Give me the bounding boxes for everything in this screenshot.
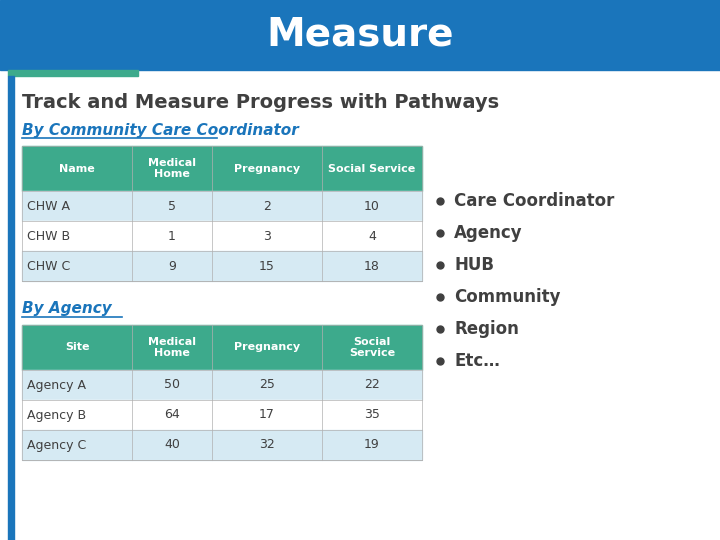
Bar — [132, 370, 212, 400]
Bar — [0, 0, 720, 70]
Text: Region: Region — [454, 320, 519, 338]
Text: HUB: HUB — [454, 256, 494, 274]
Bar — [22, 370, 132, 400]
Text: By Agency: By Agency — [22, 301, 112, 316]
Bar — [132, 430, 212, 460]
Bar — [212, 251, 322, 281]
Text: 25: 25 — [259, 379, 275, 392]
Text: Care Coordinator: Care Coordinator — [454, 192, 614, 210]
Text: 32: 32 — [259, 438, 275, 451]
Bar — [212, 370, 322, 400]
Text: Agency B: Agency B — [27, 408, 86, 422]
Text: Community: Community — [454, 288, 560, 306]
Text: CHW B: CHW B — [27, 230, 70, 242]
Text: 4: 4 — [368, 230, 376, 242]
Bar — [322, 400, 422, 430]
Text: Agency A: Agency A — [27, 379, 86, 392]
Text: Agency: Agency — [454, 224, 523, 242]
Text: Pregnancy: Pregnancy — [234, 342, 300, 353]
Bar — [132, 325, 212, 370]
Bar — [132, 251, 212, 281]
Text: 19: 19 — [364, 438, 380, 451]
Text: Track and Measure Progress with Pathways: Track and Measure Progress with Pathways — [22, 92, 499, 111]
Text: Pregnancy: Pregnancy — [234, 164, 300, 173]
Bar — [212, 400, 322, 430]
Text: 17: 17 — [259, 408, 275, 422]
Text: Agency C: Agency C — [27, 438, 86, 451]
Text: Site: Site — [65, 342, 89, 353]
Text: Social
Service: Social Service — [349, 337, 395, 359]
Bar — [22, 221, 132, 251]
Text: 3: 3 — [263, 230, 271, 242]
Bar — [8, 70, 138, 76]
Text: 1: 1 — [168, 230, 176, 242]
Text: Social Service: Social Service — [328, 164, 415, 173]
Bar — [212, 325, 322, 370]
Text: Medical
Home: Medical Home — [148, 158, 196, 179]
Text: 18: 18 — [364, 260, 380, 273]
Text: Etc…: Etc… — [454, 352, 500, 370]
Bar — [322, 325, 422, 370]
Text: Medical
Home: Medical Home — [148, 337, 196, 359]
Bar — [322, 251, 422, 281]
Text: 15: 15 — [259, 260, 275, 273]
Bar — [322, 430, 422, 460]
Bar — [22, 400, 132, 430]
Text: 64: 64 — [164, 408, 180, 422]
Bar — [22, 430, 132, 460]
Bar — [322, 146, 422, 191]
Bar — [322, 191, 422, 221]
Bar — [22, 251, 132, 281]
Bar — [212, 221, 322, 251]
Text: 35: 35 — [364, 408, 380, 422]
Bar — [322, 221, 422, 251]
Text: 9: 9 — [168, 260, 176, 273]
Bar — [212, 430, 322, 460]
Bar — [322, 370, 422, 400]
Text: By Community Care Coordinator: By Community Care Coordinator — [22, 123, 299, 138]
Text: CHW C: CHW C — [27, 260, 71, 273]
Text: CHW A: CHW A — [27, 199, 70, 213]
Text: 22: 22 — [364, 379, 380, 392]
Bar — [212, 146, 322, 191]
Bar — [22, 146, 132, 191]
Text: 10: 10 — [364, 199, 380, 213]
Bar — [22, 191, 132, 221]
Bar — [132, 191, 212, 221]
Bar — [8, 76, 14, 540]
Text: 5: 5 — [168, 199, 176, 213]
Text: 40: 40 — [164, 438, 180, 451]
Bar — [132, 146, 212, 191]
Text: 50: 50 — [164, 379, 180, 392]
Bar — [132, 221, 212, 251]
Text: Name: Name — [59, 164, 95, 173]
Text: Measure: Measure — [266, 16, 454, 54]
Text: 2: 2 — [263, 199, 271, 213]
Bar — [22, 325, 132, 370]
Bar — [132, 400, 212, 430]
Bar — [212, 191, 322, 221]
